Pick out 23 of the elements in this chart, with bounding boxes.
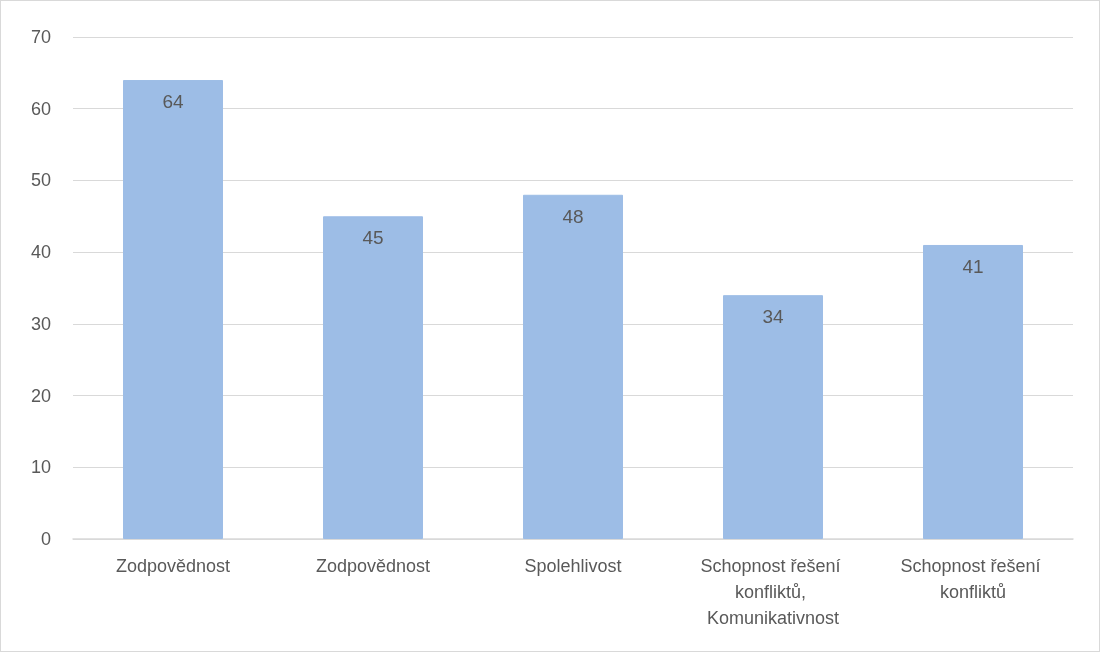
y-tick-label: 0: [40, 529, 51, 549]
data-label: 48: [562, 205, 584, 227]
bar: [523, 194, 623, 539]
y-tick-label: 10: [30, 457, 51, 478]
x-tick-label: Schopnost řešení konfliktů, Komunikativnost: [700, 556, 846, 628]
y-tick-label: 60: [30, 98, 51, 119]
y-tick-label: 20: [30, 385, 51, 406]
y-tick-label: 40: [30, 242, 51, 263]
x-tick-label: Zodpovědnost: [315, 556, 431, 576]
data-label: 45: [362, 227, 384, 249]
y-tick-label: 50: [30, 170, 51, 191]
data-label: 34: [762, 306, 784, 328]
bar: [723, 295, 823, 539]
bar: [923, 244, 1023, 539]
y-tick-label: 70: [30, 27, 51, 47]
x-tick-label: Spolehlivost: [524, 556, 622, 576]
data-label: 64: [162, 91, 184, 113]
x-tick-label: Schopnost řešení konfliktů: [900, 556, 1046, 602]
x-tick-label: Zodpovědnost: [115, 556, 231, 576]
y-tick-label: 30: [30, 313, 51, 334]
data-label: 41: [962, 255, 984, 277]
bar: [123, 80, 223, 539]
bar: [323, 216, 423, 539]
